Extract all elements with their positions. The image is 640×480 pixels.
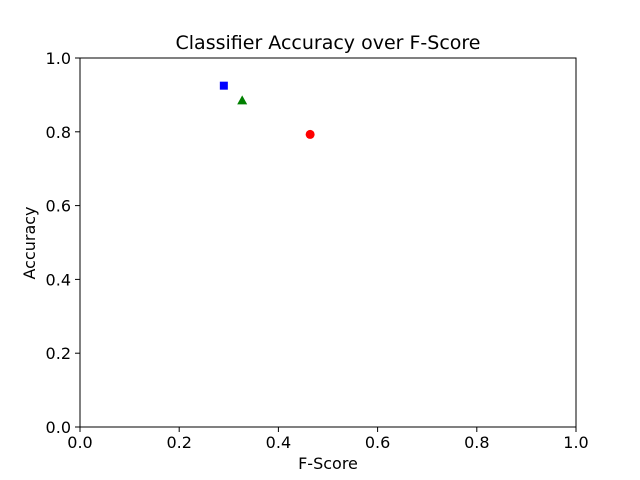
- x-tick-label: 0.6: [365, 433, 390, 452]
- plot-frame: [79, 57, 577, 428]
- y-tick-label: 0.0: [46, 418, 71, 437]
- x-tick-label: 1.0: [563, 433, 588, 452]
- y-tick-label: 0.8: [46, 123, 71, 142]
- x-tick-label: 0.2: [166, 433, 191, 452]
- y-axis: 0.0 0.2 0.4 0.6 0.8 1.0: [46, 49, 80, 437]
- x-tick-label: 0.0: [67, 433, 92, 452]
- x-axis-label: F-Score: [298, 454, 358, 473]
- square-marker-point: [219, 81, 228, 90]
- x-tick-label: 0.4: [266, 433, 291, 452]
- chart-title: Classifier Accuracy over F-Score: [176, 32, 481, 54]
- y-tick-label: 0.4: [46, 270, 71, 289]
- x-axis: 0.0 0.2 0.4 0.6 0.8 1.0: [67, 427, 589, 452]
- y-axis-label: Accuracy: [20, 206, 39, 279]
- y-tick-label: 1.0: [46, 49, 71, 68]
- triangle-marker-point: [237, 95, 248, 105]
- x-tick-label: 0.8: [464, 433, 489, 452]
- y-tick-label: 0.6: [46, 197, 71, 216]
- circle-marker-point: [305, 129, 315, 139]
- data-points: [219, 81, 315, 139]
- y-tick-label: 0.2: [46, 344, 71, 363]
- plot-area: [80, 58, 576, 427]
